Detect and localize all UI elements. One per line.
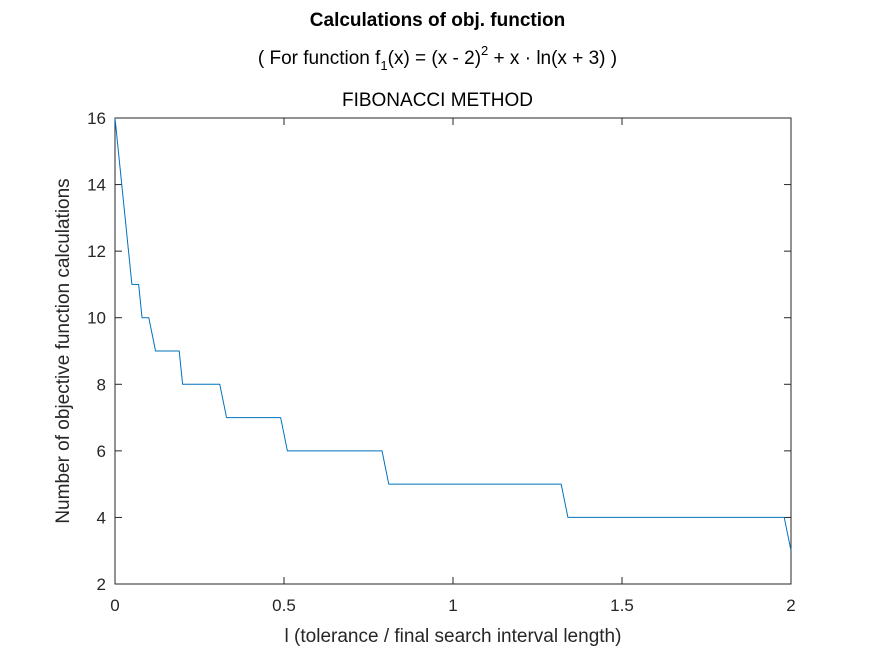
x-axis-label: l (tolerance / final search interval len… — [285, 626, 622, 647]
y-ticks: 2 4 6 8 10 12 14 16 — [87, 109, 791, 594]
y-axis-label: Number of objective function calculation… — [53, 178, 74, 523]
x-tick-label: 1.5 — [610, 596, 634, 615]
x-tick-label: 0 — [110, 596, 119, 615]
subtitle-middle: (x) = (x - 2) — [387, 48, 482, 69]
chart-subtitle: ( For function f1(x) = (x - 2)2 + x · ln… — [0, 43, 875, 73]
chart-method-title: FIBONACCI METHOD — [341, 90, 534, 111]
y-tick-label: 14 — [87, 176, 106, 195]
series-group — [114, 117, 792, 551]
chart-title: Calculations of obj. function — [309, 10, 566, 31]
axes-box — [114, 117, 792, 585]
x-tick-label: 1 — [448, 596, 457, 615]
subtitle-prefix: ( For function f — [257, 48, 381, 69]
subtitle-suffix: + x · ln(x + 3) ) — [488, 48, 618, 69]
x-tick-label: 0.5 — [272, 596, 296, 615]
x-ticks: 0 0.5 1 1.5 2 — [110, 118, 796, 615]
y-tick-label: 8 — [97, 375, 106, 394]
y-tick-label: 6 — [97, 442, 106, 461]
subtitle-subscript: 1 — [380, 58, 388, 73]
x-tick-label: 2 — [786, 596, 795, 615]
y-tick-label: 16 — [87, 109, 106, 128]
y-tick-label: 2 — [97, 575, 106, 594]
y-tick-label: 12 — [87, 242, 106, 261]
y-tick-label: 4 — [97, 508, 106, 527]
series-line — [114, 117, 792, 551]
y-tick-label: 10 — [87, 309, 106, 328]
subtitle-superscript: 2 — [481, 43, 489, 58]
